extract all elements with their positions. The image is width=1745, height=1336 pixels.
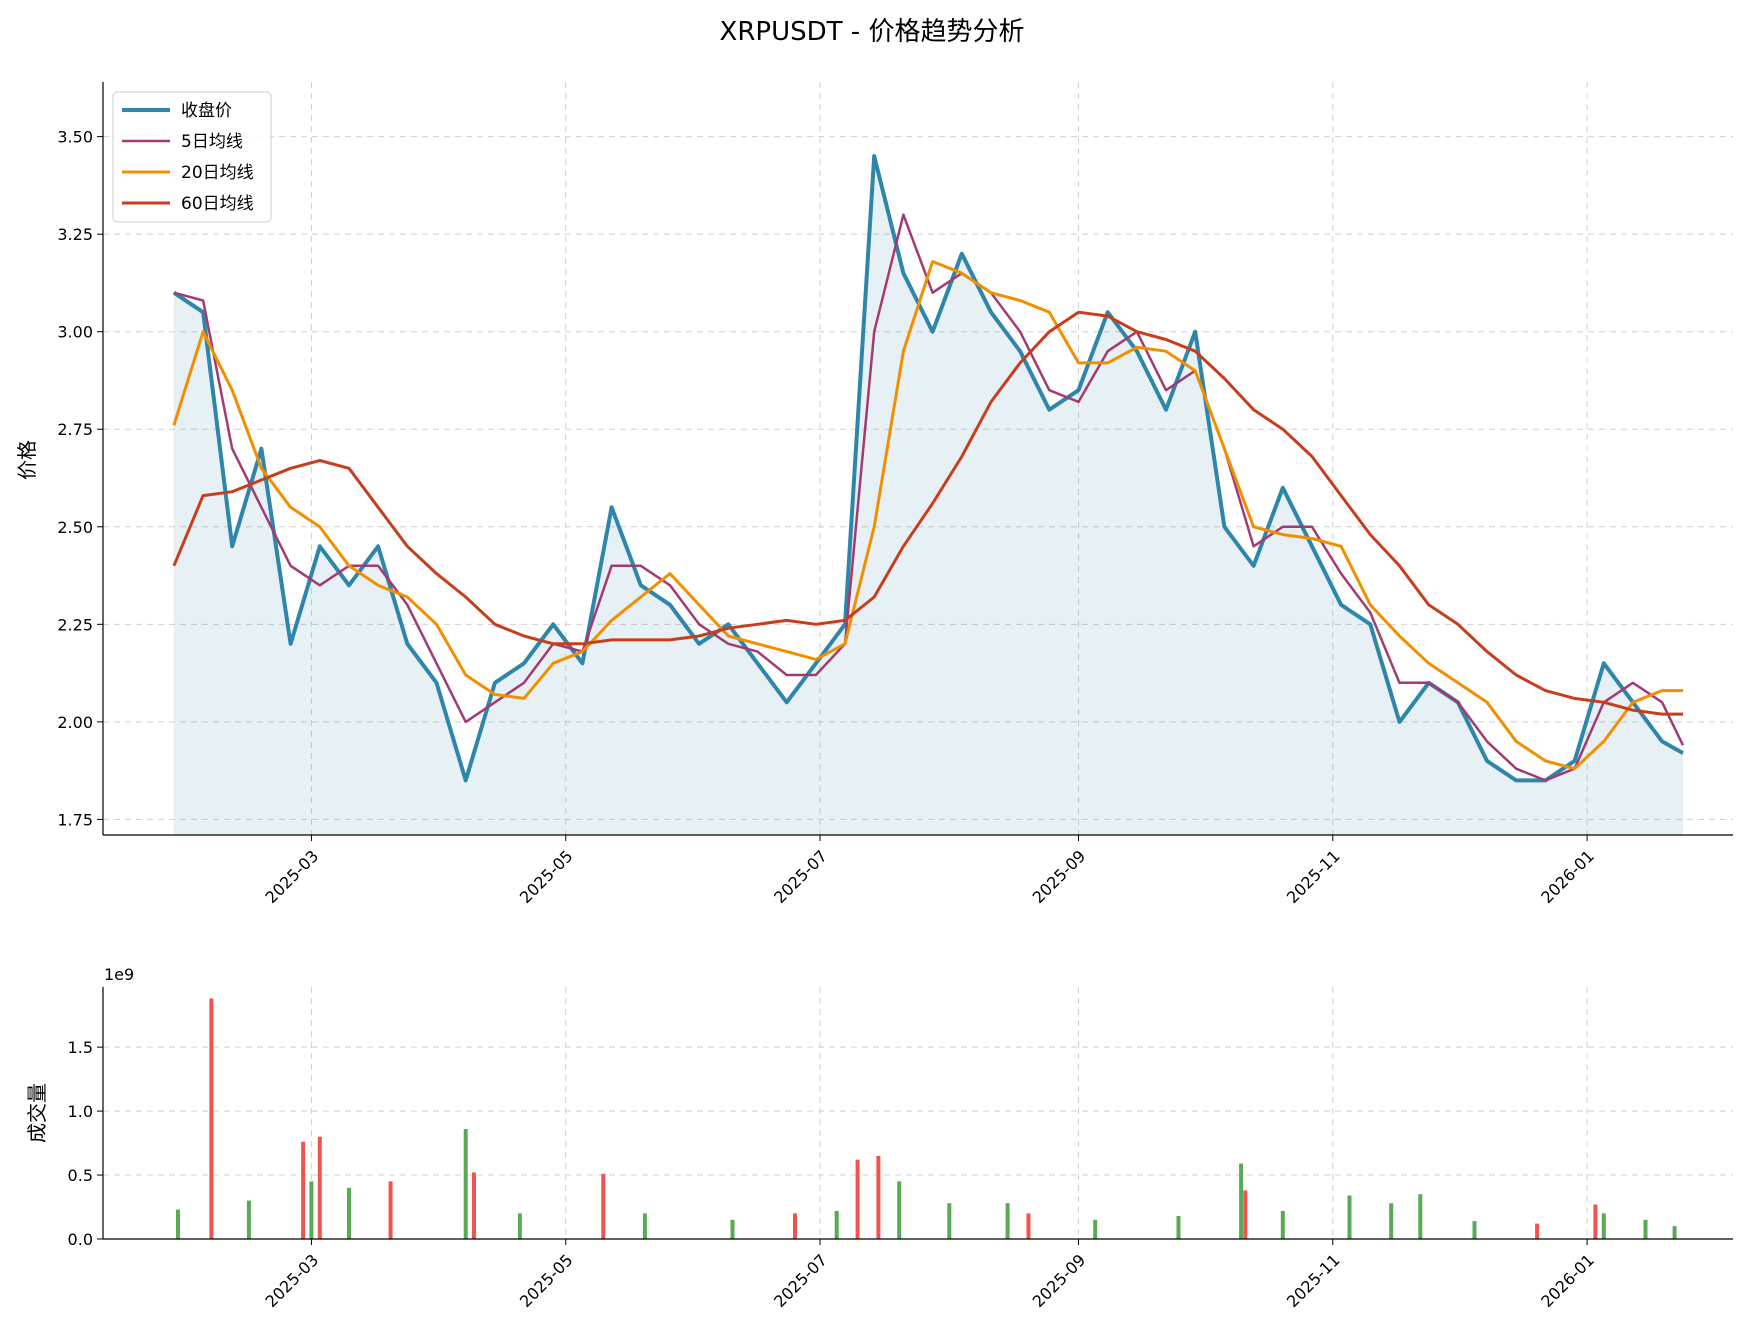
- volume-y-tick-label: 1.5: [68, 1038, 93, 1057]
- volume-bar: [855, 1159, 860, 1239]
- volume-bar: [1347, 1195, 1352, 1239]
- volume-x-tick-label: 2025-05: [516, 1250, 577, 1311]
- legend: 收盘价 5日均线 20日均线 60日均线: [112, 91, 272, 223]
- volume-y-tick-label: 0.0: [68, 1230, 93, 1249]
- price-x-tick-label: 2025-03: [262, 846, 323, 907]
- volume-bar: [1026, 1213, 1031, 1239]
- volume-y-tick-label: 0.5: [68, 1166, 93, 1185]
- volume-y-tick-label: 1.0: [68, 1102, 93, 1121]
- volume-y-ticks: 0.0 0.5 1.0 1.5: [68, 1038, 103, 1249]
- volume-bar: [730, 1219, 735, 1239]
- price-y-ticks: 1.75 2.00 2.25 2.50 2.75 3.00 3.25 3.50: [57, 128, 103, 829]
- volume-bar: [1601, 1213, 1606, 1239]
- ma20-line: [172, 260, 1683, 771]
- volume-bar: [1535, 1223, 1540, 1239]
- volume-bar: [517, 1213, 522, 1239]
- volume-bar: [1239, 1163, 1244, 1239]
- price-y-tick-label: 1.75: [57, 810, 93, 829]
- price-x-tick-label: 2025-09: [1029, 846, 1090, 907]
- ma5-line: [173, 213, 1685, 782]
- volume-bar: [246, 1200, 251, 1239]
- volume-axes: [102, 987, 1733, 1240]
- price-y-tick-label: 3.50: [57, 128, 93, 147]
- volume-bar: [1093, 1219, 1098, 1239]
- volume-bar: [388, 1181, 393, 1239]
- volume-bar: [1643, 1219, 1648, 1239]
- legend-ma60-label: 60日均线: [181, 194, 254, 214]
- price-x-tick-label: 2025-07: [770, 846, 831, 907]
- price-axes: [102, 82, 1733, 836]
- volume-bar: [209, 998, 214, 1239]
- price-y-axis-label: 价格: [15, 440, 39, 480]
- volume-bar: [1593, 1204, 1598, 1239]
- volume-bar: [897, 1181, 902, 1239]
- volume-bar: [1280, 1210, 1285, 1239]
- price-y-tick-label: 2.75: [57, 420, 93, 439]
- price-x-tick-label: 2025-11: [1283, 846, 1344, 907]
- volume-x-tick-label: 2026-01: [1537, 1250, 1598, 1311]
- volume-bar: [309, 1181, 314, 1239]
- legend-box: [112, 91, 272, 223]
- price-x-tick-label: 2025-05: [516, 846, 577, 907]
- price-area-fill: [173, 156, 1683, 836]
- volume-bar: [1389, 1203, 1394, 1239]
- price-x-tick-label: 2026-01: [1537, 846, 1598, 907]
- chart-title: XRPUSDT - 价格趋势分析: [720, 17, 1025, 47]
- volume-bar: [876, 1155, 881, 1239]
- close-price-area: [173, 156, 1683, 836]
- volume-x-tick-label: 2025-09: [1029, 1250, 1090, 1311]
- volume-y-axis-label: 成交量: [25, 1083, 49, 1143]
- volume-bar: [317, 1136, 322, 1239]
- price-y-tick-label: 2.00: [57, 713, 93, 732]
- price-y-tick-label: 3.25: [57, 225, 93, 244]
- price-series-lines: [172, 154, 1685, 783]
- price-x-ticks: 2025-03 2025-05 2025-07 2025-09 2025-11 2026-…: [262, 835, 1598, 907]
- volume-x-tick-label: 2025-03: [262, 1250, 323, 1311]
- volume-bar: [793, 1213, 797, 1239]
- volume-x-ticks: 2025-03 2025-05 2025-07 2025-09 2025-11 2026-…: [262, 1239, 1598, 1311]
- volume-bar: [947, 1203, 952, 1239]
- volume-bar: [1176, 1216, 1181, 1239]
- volume-bar: [1005, 1203, 1010, 1239]
- ma60-line: [172, 310, 1683, 716]
- volume-bar: [642, 1213, 647, 1239]
- volume-bar: [1672, 1226, 1677, 1239]
- price-y-tick-label: 2.25: [57, 615, 93, 634]
- volume-offset-label: 1e9: [104, 965, 134, 984]
- volume-x-tick-label: 2025-07: [770, 1250, 831, 1311]
- volume-bar: [1472, 1221, 1477, 1239]
- volume-bar: [1243, 1190, 1248, 1239]
- volume-bar: [463, 1129, 468, 1239]
- legend-close-label: 收盘价: [181, 101, 232, 121]
- volume-x-tick-label: 2025-11: [1283, 1250, 1344, 1311]
- volume-bar: [347, 1187, 351, 1239]
- legend-ma5-label: 5日均线: [181, 132, 243, 152]
- volume-bar: [1418, 1194, 1423, 1239]
- volume-bar: [176, 1209, 180, 1239]
- volume-bar: [601, 1173, 606, 1239]
- legend-ma20-label: 20日均线: [181, 163, 254, 183]
- volume-bars: [176, 998, 1677, 1239]
- volume-bar: [834, 1210, 839, 1239]
- volume-bar: [301, 1141, 306, 1239]
- volume-bar: [472, 1172, 476, 1239]
- price-y-tick-label: 3.00: [57, 323, 93, 342]
- price-y-tick-label: 2.50: [57, 518, 93, 537]
